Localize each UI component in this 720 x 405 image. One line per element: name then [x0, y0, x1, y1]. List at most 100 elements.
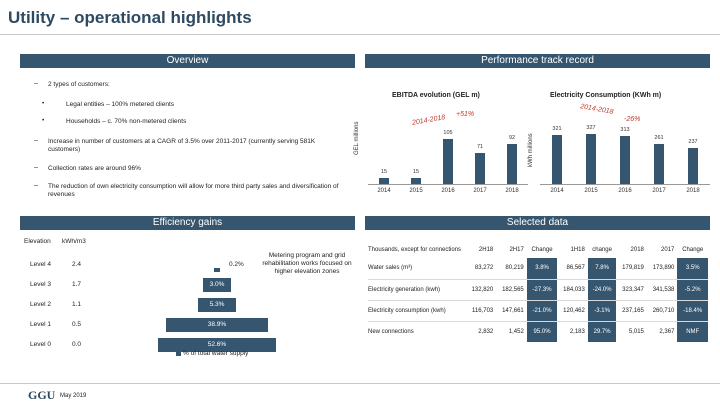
ebitda-bar	[475, 153, 485, 184]
electricity-chart: 321 2014 327 2015 313 2016 261 2017 237 2018	[540, 120, 710, 194]
electricity-bar	[586, 133, 596, 184]
collection-rates: Collection rates are around 96%	[48, 165, 141, 172]
change-cell: -27.3%	[526, 279, 558, 300]
dash-marker: –	[34, 137, 38, 144]
level-share: 0.2%	[229, 261, 244, 268]
row-label: Electricity generation (kwh)	[368, 286, 441, 293]
dash-marker: –	[34, 182, 38, 189]
title-divider	[0, 34, 720, 35]
row-label: Electricity consumption (kwh)	[368, 307, 446, 314]
legend-swatch	[176, 351, 181, 356]
selected-band: Selected data	[365, 216, 710, 230]
electricity-value-label: 327	[586, 124, 596, 131]
cell: 182,565	[502, 286, 524, 293]
ebitda-tick-label: 2017	[473, 188, 487, 194]
cell: 120,462	[563, 307, 585, 314]
ebitda-value-label: 15	[412, 168, 420, 175]
ebitda-bar	[443, 138, 453, 184]
ebitda-bar	[411, 177, 421, 184]
bullet-marker: •	[42, 100, 45, 107]
level-bar: 5.3%	[198, 298, 236, 312]
elevation-header: Elevation	[24, 238, 51, 245]
electricity-change: -26%	[624, 116, 641, 123]
cell: 341,538	[652, 286, 675, 293]
table-row: Electricity generation (kwh) 132,820 182…	[368, 279, 708, 300]
ebitda-value-label: 92	[508, 135, 516, 142]
overview-band-label: Overview	[166, 55, 209, 66]
company-logo: GGU	[28, 388, 56, 402]
level-kwh: 0.5	[72, 321, 82, 328]
cell: 237,165	[622, 307, 644, 314]
ebitda-tick-label: 2015	[409, 188, 423, 194]
dash-marker: –	[34, 80, 38, 87]
level-name: Level 4	[30, 261, 51, 268]
level-bar	[214, 268, 220, 272]
electricity-tick-label: 2016	[618, 188, 632, 194]
ebitda-chart-title: EBITDA evolution (GEL m)	[392, 92, 480, 99]
table-header-row: Thousands, except for connections 2H18 2…	[368, 242, 708, 258]
overview-band: Overview	[20, 54, 355, 68]
performance-band: Performance track record	[365, 54, 710, 68]
ebitda-tick-label: 2014	[377, 188, 391, 194]
change-cell: -5.2%	[677, 279, 708, 300]
electricity-tick-label: 2017	[652, 188, 666, 194]
electricity-tick-label: 2014	[550, 188, 564, 194]
electricity-chart-title: Electricity Consumption (KWh m)	[550, 92, 662, 99]
electricity-value-label: 237	[688, 138, 698, 145]
change-cell: NMF	[677, 321, 708, 342]
change-cell: 3.8%	[526, 258, 558, 279]
efficiency-band: Efficiency gains	[20, 216, 355, 230]
dash-marker: –	[34, 164, 38, 171]
level-name: Level 1	[30, 321, 51, 328]
footer-divider	[0, 383, 720, 384]
change-cell: -18.4%	[677, 300, 708, 321]
cell: 179,819	[622, 265, 644, 272]
cell: 80,219	[505, 265, 524, 272]
legal-entities: Legal entities – 100% metered clients	[66, 101, 175, 108]
ebitda-value-label: 15	[380, 168, 388, 175]
cell: 1,452	[508, 328, 524, 335]
cell: 323,347	[622, 286, 644, 293]
level-bar: 38.9%	[166, 318, 268, 332]
level-bar: 3.0%	[202, 278, 232, 292]
ebitda-bar	[379, 177, 389, 184]
cell: 147,661	[502, 307, 524, 314]
ebitda-cagr: +51%	[456, 111, 475, 118]
page-title: Utility – operational highlights	[8, 8, 252, 27]
electricity-value-label: 261	[654, 135, 664, 142]
level-name: Level 3	[30, 281, 51, 288]
cell: 116,703	[472, 307, 494, 314]
customers-types: 2 types of customers:	[48, 81, 110, 88]
electricity-bar	[552, 134, 562, 184]
table-header: 2017	[661, 247, 675, 253]
level-kwh: 1.7	[72, 281, 82, 288]
selected-data-table: Thousands, except for connections 2H18 2…	[368, 242, 708, 342]
level-kwh: 1.1	[72, 301, 82, 308]
cell: 2,183	[569, 328, 585, 335]
change-cell: -21.0%	[526, 300, 558, 321]
cell: 86,567	[566, 265, 585, 272]
electricity-bar	[620, 136, 630, 184]
table-header: Change	[531, 247, 553, 253]
footer-date: May 2019	[60, 393, 87, 399]
table-header: 2H18	[478, 247, 494, 253]
level-kwh: 2.4	[72, 261, 82, 268]
table-row: Electricity consumption (kwh) 116,703 14…	[368, 300, 708, 321]
electricity-bar	[688, 147, 698, 184]
table-header: Thousands, except for connections	[368, 247, 462, 253]
change-cell: -3.1%	[587, 300, 617, 321]
change-cell: 7.8%	[587, 258, 617, 279]
ebitda-tick-label: 2016	[441, 188, 455, 194]
table-row: Water sales (m³) 83,272 80,219 3.8% 86,5…	[368, 258, 708, 279]
level-name: Level 2	[30, 301, 51, 308]
selected-band-label: Selected data	[506, 217, 569, 228]
electricity-x-axis	[540, 184, 710, 185]
electricity-tick-label: 2018	[686, 188, 700, 194]
cell: 5,015	[628, 328, 644, 335]
ebitda-value-label: 71	[476, 144, 484, 151]
ebitda-bar	[507, 144, 517, 184]
cell: 260,710	[652, 307, 675, 314]
row-label: New connections	[368, 328, 414, 335]
table-header: 2H17	[509, 247, 524, 253]
